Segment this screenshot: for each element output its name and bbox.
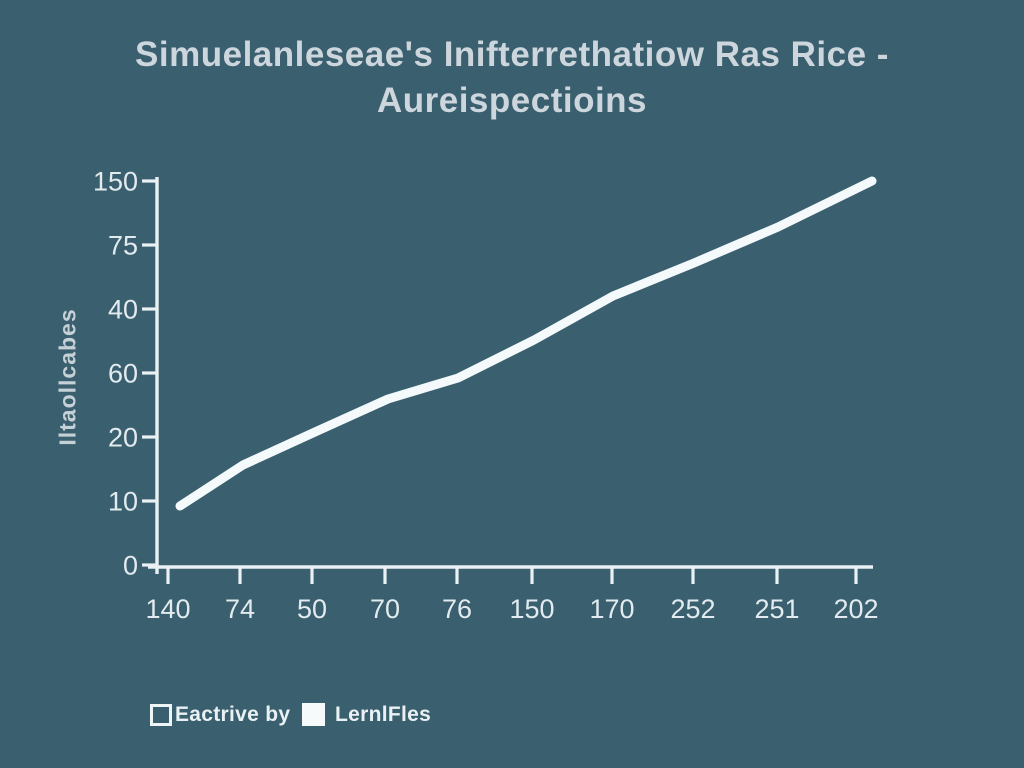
series-line-lernlfles xyxy=(175,176,877,511)
x-tick-label: 50 xyxy=(297,594,327,624)
x-tick-label: 74 xyxy=(225,594,255,624)
legend-swatch-filled-icon xyxy=(302,703,325,726)
y-tick-label: 10 xyxy=(108,487,138,517)
y-tick-label: 150 xyxy=(93,167,138,197)
legend-item-lernlfles: LernlFles xyxy=(302,702,431,727)
chart-title-line1: Simuelanleseae's Inifterrethatiow Ras Ri… xyxy=(135,35,889,74)
x-tick-label: 252 xyxy=(670,594,715,624)
chart-title: Simuelanleseae's Inifterrethatiow Ras Ri… xyxy=(0,32,1024,124)
x-tick-label: 202 xyxy=(833,594,878,624)
chart-title-line2: Aureispectioins xyxy=(376,81,648,120)
x-tick-label: 170 xyxy=(589,594,634,624)
y-tick-label: 60 xyxy=(108,359,138,389)
x-tick-label: 140 xyxy=(145,594,190,624)
legend-swatch-outline-icon xyxy=(150,703,172,726)
x-tick-label: 251 xyxy=(754,594,799,624)
legend-item-eactrive-by: Eactrive by xyxy=(150,702,290,727)
legend-label: LernlFles xyxy=(335,702,432,726)
legend-label: Eactrive by xyxy=(175,702,291,726)
y-tick-label: 0 xyxy=(123,551,138,581)
x-tick-label: 76 xyxy=(442,594,472,624)
y-tick-label: 20 xyxy=(108,423,138,453)
x-tick-label: 150 xyxy=(509,594,554,624)
y-tick-label: 40 xyxy=(108,295,138,325)
y-tick-label: 75 xyxy=(108,231,138,261)
x-tick-label: 70 xyxy=(370,594,400,624)
